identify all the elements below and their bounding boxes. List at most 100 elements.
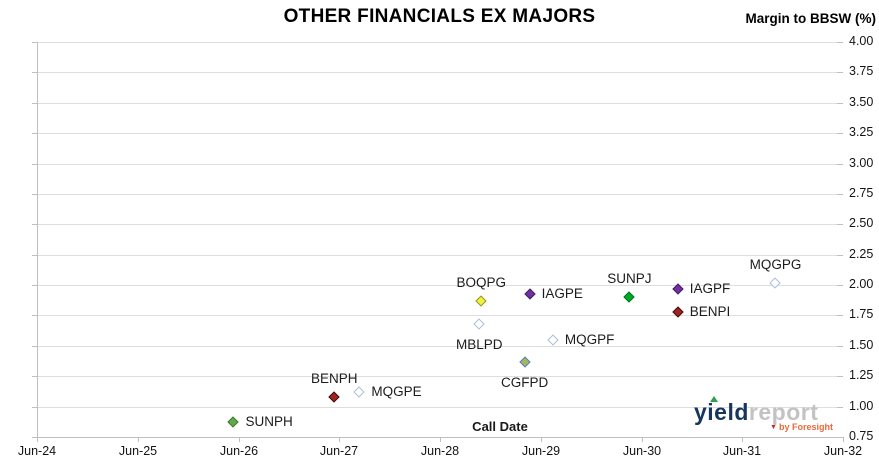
- y-tick-mark-left: [32, 224, 37, 225]
- chart-title: OTHER FINANCIALS EX MAJORS: [283, 6, 596, 27]
- x-tick-label: Jun-32: [823, 444, 863, 458]
- x-tick-mark: [239, 437, 240, 442]
- gridline: [37, 255, 843, 256]
- red-down-triangle-icon: ▼: [770, 424, 777, 431]
- data-point-iagpe: [523, 287, 536, 300]
- gridline: [37, 224, 843, 225]
- data-point-mblpd: [473, 318, 485, 330]
- y-tick-mark-left: [32, 255, 37, 256]
- x-tick-mark: [138, 437, 139, 442]
- gridline: [37, 376, 843, 377]
- data-point-label-cgfpd: CGFPD: [501, 374, 549, 390]
- y-tick-mark: [837, 72, 843, 73]
- y-tick-label: 2.75: [849, 186, 874, 200]
- x-tick-label: Jun-24: [17, 444, 57, 458]
- x-tick-mark: [440, 437, 441, 442]
- y-tick-mark-left: [32, 103, 37, 104]
- y-tick-mark-left: [32, 315, 37, 316]
- y-tick-mark: [837, 346, 843, 347]
- data-point-sunpj: [623, 291, 636, 303]
- gridline: [37, 72, 843, 73]
- y-tick-label: 3.50: [849, 95, 874, 109]
- x-tick-label: Jun-30: [622, 444, 662, 458]
- y-tick-label: 2.50: [849, 216, 874, 230]
- data-point-label-mqgpg: MQGPG: [749, 256, 802, 272]
- y-tick-mark-left: [32, 346, 37, 347]
- logo-report-text: report: [748, 399, 819, 425]
- data-point-label-mqgpe: MQGPE: [371, 384, 422, 400]
- x-tick-label: Jun-28: [420, 444, 460, 458]
- x-tick-label: Jun-31: [722, 444, 762, 458]
- y-tick-label: 2.25: [849, 247, 874, 261]
- y-tick-label: 3.75: [849, 64, 874, 78]
- y-tick-mark-left: [32, 285, 37, 286]
- data-point-mqgpf: [547, 334, 559, 346]
- data-point-label-mblpd: MBLPD: [456, 336, 503, 352]
- y-tick-mark: [837, 376, 843, 377]
- y-tick-label: 3.00: [849, 156, 874, 170]
- x-tick-label: Jun-25: [118, 444, 158, 458]
- y-tick-label: 1.50: [849, 338, 874, 352]
- y-tick-label: 3.25: [849, 125, 874, 139]
- y-tick-mark: [837, 103, 843, 104]
- gridline: [37, 164, 843, 165]
- data-point-label-benph: BENPH: [310, 370, 358, 386]
- data-point-mqgpg: [769, 276, 782, 289]
- data-point-label-sunpj: SUNPJ: [607, 271, 652, 287]
- y-tick-mark: [837, 194, 843, 195]
- y-tick-mark-left: [32, 407, 37, 408]
- y-tick-mark: [837, 224, 843, 225]
- data-point-cgfpd: [518, 355, 531, 368]
- x-tick-mark: [37, 437, 38, 442]
- y-tick-mark: [837, 407, 843, 408]
- y-axis-line: [37, 42, 38, 437]
- x-tick-label: Jun-26: [219, 444, 259, 458]
- y-tick-mark: [837, 164, 843, 165]
- x-tick-mark: [541, 437, 542, 442]
- gridline: [37, 346, 843, 347]
- y-tick-label: 1.25: [849, 368, 874, 382]
- y-tick-mark-left: [32, 194, 37, 195]
- data-point-label-mqgpf: MQGPF: [564, 331, 615, 347]
- y-tick-mark-left: [32, 42, 37, 43]
- data-point-boqpg: [475, 295, 487, 307]
- gridline: [37, 103, 843, 104]
- y-tick-mark-left: [32, 437, 37, 438]
- data-point-sunph: [227, 416, 240, 429]
- x-tick-mark: [339, 437, 340, 442]
- y-tick-label: 4.00: [849, 34, 874, 48]
- y-tick-mark-left: [32, 376, 37, 377]
- y-tick-mark-left: [32, 72, 37, 73]
- gridline: [37, 194, 843, 195]
- y-tick-label: 2.00: [849, 277, 874, 291]
- data-point-benph: [328, 391, 340, 403]
- y-tick-label: 0.75: [849, 429, 874, 443]
- yieldreport-logo: yieldreport ▼ by Foresight: [694, 396, 839, 432]
- y-tick-mark: [837, 255, 843, 256]
- x-tick-mark: [642, 437, 643, 442]
- gridline: [37, 285, 843, 286]
- x-tick-mark: [843, 437, 844, 442]
- yieldreport-wordmark: yieldreport: [694, 396, 839, 425]
- y-tick-mark: [837, 285, 843, 286]
- data-point-label-benpi: BENPI: [689, 303, 731, 319]
- y-tick-mark-left: [32, 164, 37, 165]
- x-tick-label: Jun-29: [521, 444, 561, 458]
- y-tick-label: 1.75: [849, 307, 874, 321]
- logo-byline: ▼ by Foresight: [770, 422, 833, 432]
- y-tick-mark: [837, 315, 843, 316]
- x-tick-label: Jun-27: [319, 444, 359, 458]
- x-tick-mark: [742, 437, 743, 442]
- x-axis-title: Call Date: [472, 419, 528, 434]
- data-point-label-iagpf: IAGPF: [689, 280, 731, 296]
- gridline: [37, 133, 843, 134]
- logo-yield-text: yield: [694, 396, 749, 425]
- gridline: [37, 315, 843, 316]
- data-point-label-sunph: SUNPH: [245, 414, 293, 430]
- y-axis-title: Margin to BBSW (%): [745, 11, 877, 26]
- data-point-label-iagpe: IAGPE: [541, 285, 583, 301]
- y-tick-mark-left: [32, 133, 37, 134]
- data-point-label-boqpg: BOQPG: [456, 274, 507, 290]
- y-tick-label: 1.00: [849, 399, 874, 413]
- y-tick-mark: [837, 133, 843, 134]
